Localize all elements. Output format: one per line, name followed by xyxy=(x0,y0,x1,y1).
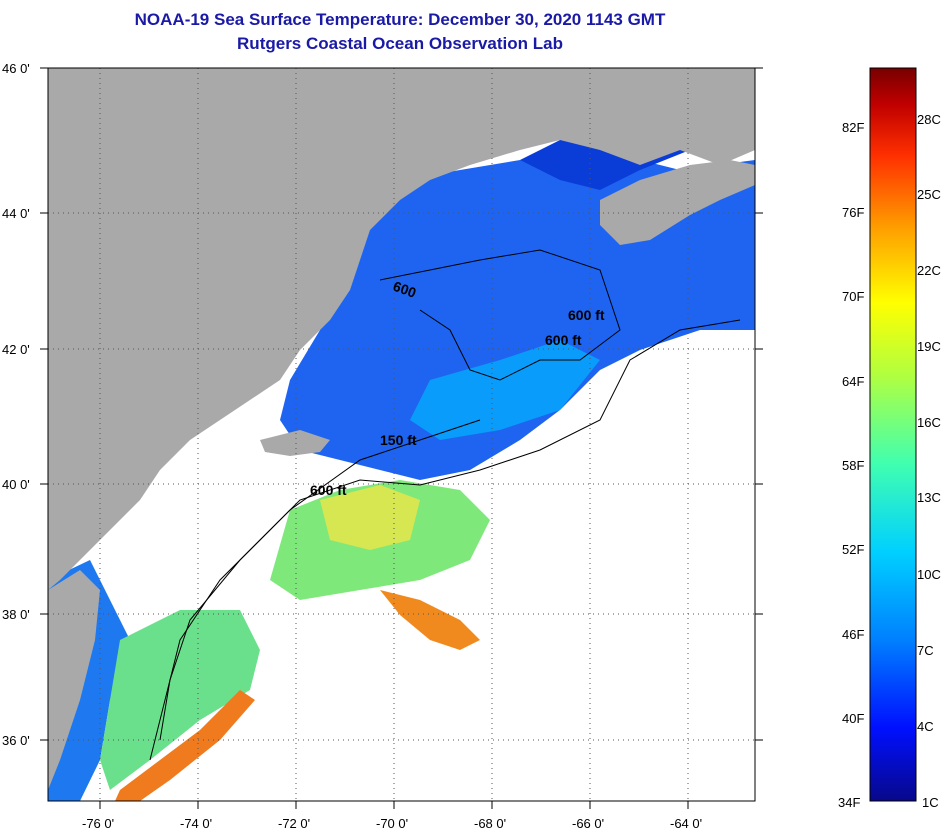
lon-label-70: -70 0' xyxy=(376,816,408,831)
lat-label-40: 40 0' xyxy=(2,477,30,492)
map-subtitle: Rutgers Coastal Ocean Observation Lab xyxy=(237,34,563,53)
cb-c-10: 10C xyxy=(917,567,941,582)
gulf-stream-south xyxy=(115,690,255,801)
map-plot-area: 600 ft 600 ft 600 150 ft 600 ft xyxy=(48,68,755,801)
lat-label-46: 46 0' xyxy=(2,61,30,76)
depth-contours xyxy=(149,249,741,761)
cb-c-7: 7C xyxy=(917,643,934,658)
cb-f-46: 46F xyxy=(842,627,864,642)
cb-f-82: 82F xyxy=(842,120,864,135)
lat-label-42: 42 0' xyxy=(2,342,30,357)
gulf-stream-filament xyxy=(380,590,480,650)
land-nova-scotia xyxy=(600,160,755,245)
cb-c-16: 16C xyxy=(917,415,941,430)
lon-label-76: -76 0' xyxy=(82,816,114,831)
colorbar xyxy=(869,67,917,802)
cb-c-22: 22C xyxy=(917,263,941,278)
map-frame xyxy=(47,67,756,802)
contour-label-2: 600 ft xyxy=(545,332,582,348)
lon-label-74: -74 0' xyxy=(180,816,212,831)
cb-f-52: 52F xyxy=(842,542,864,557)
cb-c-1: 1C xyxy=(922,795,939,810)
lat-label-36: 36 0' xyxy=(2,733,30,748)
cb-c-19: 19C xyxy=(917,339,941,354)
slope-water-yellow xyxy=(320,485,420,550)
cb-f-76: 76F xyxy=(842,205,864,220)
contour-label-5: 600 ft xyxy=(310,482,347,498)
cb-c-4: 4C xyxy=(917,719,934,734)
cb-c-28: 28C xyxy=(917,112,941,127)
cb-f-64: 64F xyxy=(842,374,864,389)
contour-label-3: 600 xyxy=(391,278,419,301)
lat-label-44: 44 0' xyxy=(2,206,30,221)
axis-ticks xyxy=(40,67,763,809)
contour-150ft xyxy=(159,419,481,741)
southern-shelf-green xyxy=(100,610,260,790)
graticule xyxy=(48,68,755,801)
cb-f-34: 34F xyxy=(838,795,860,810)
land-mass-north-america xyxy=(48,68,755,590)
shelf-water-cyan xyxy=(410,340,600,440)
lon-label-72: -72 0' xyxy=(278,816,310,831)
land-long-island xyxy=(260,430,330,456)
lon-label-68: -68 0' xyxy=(474,816,506,831)
contour-gulf-of-maine xyxy=(379,249,621,381)
cb-f-70: 70F xyxy=(842,289,864,304)
cb-f-58: 58F xyxy=(842,458,864,473)
lon-label-66: -66 0' xyxy=(572,816,604,831)
map-title: NOAA-19 Sea Surface Temperature: Decembe… xyxy=(134,10,666,29)
cb-c-13: 13C xyxy=(917,490,941,505)
cb-f-40: 40F xyxy=(842,711,864,726)
contour-label-1: 600 ft xyxy=(568,307,605,323)
lon-label-64: -64 0' xyxy=(670,816,702,831)
land-delmarva xyxy=(48,570,100,790)
cb-c-25: 25C xyxy=(917,187,941,202)
lat-label-38: 38 0' xyxy=(2,607,30,622)
contour-label-4: 150 ft xyxy=(380,432,417,448)
